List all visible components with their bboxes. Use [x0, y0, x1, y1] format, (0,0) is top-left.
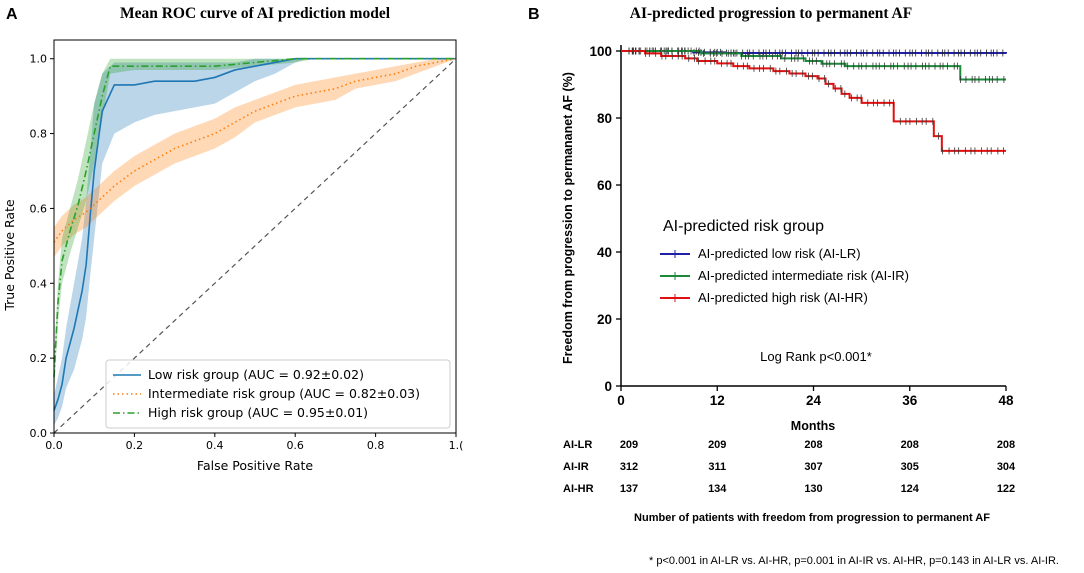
roc-legend-high: High risk group (AUC = 0.95±0.01)	[148, 405, 368, 420]
risk-cell: 307	[804, 461, 822, 473]
roc-frame	[53, 39, 457, 434]
roc-x-tick-label: 0.8	[367, 439, 385, 452]
risk-row-label: AI-IR	[563, 461, 589, 473]
risk-cell: 122	[997, 483, 1015, 495]
risk-cell: 209	[708, 439, 726, 451]
risk-table-caption: Number of patients with freedom from pro…	[634, 512, 990, 524]
km-x-tick-label: 24	[806, 393, 822, 408]
km-title: AI-predicted progression to permanent AF	[630, 5, 912, 22]
roc-y-axis-label: True Positive Rate	[2, 199, 17, 312]
roc-legend-box	[105, 359, 451, 429]
risk-cell: 124	[901, 483, 920, 495]
roc-legend-low: Low risk group (AUC = 0.92±0.02)	[148, 367, 364, 382]
roc-x-tick-label: 0.2	[126, 439, 144, 452]
panel-a-label: A	[6, 6, 18, 23]
km-y-tick-label: 60	[597, 178, 612, 193]
risk-table: AI-LR 209 209 208 208 208 AI-IR 312 311 307 305 304…	[563, 439, 1016, 495]
risk-row-label: AI-LR	[563, 439, 592, 451]
roc-x-tick-label: 0.6	[286, 439, 304, 452]
km-y-tick-label: 20	[597, 312, 612, 327]
risk-cell: 208	[804, 439, 822, 451]
risk-cell: 209	[620, 439, 638, 451]
roc-y-tick-label: 1.0	[30, 53, 48, 66]
roc-y-tick-label: 0.0	[30, 427, 48, 440]
roc-line-2	[53, 57, 456, 377]
km-x-axis-label: Months	[791, 419, 835, 433]
km-x-tick-label: 36	[902, 393, 918, 408]
km-y-tick-label: 80	[597, 111, 612, 126]
risk-cell: 208	[997, 439, 1015, 451]
risk-cell: 312	[620, 461, 638, 473]
risk-row-label: AI-HR	[563, 483, 594, 495]
roc-x-axis-label: False Positive Rate	[197, 458, 313, 473]
risk-cell: 137	[620, 483, 638, 495]
footnote: * p<0.001 in AI-LR vs. AI-HR, p=0.001 in…	[649, 555, 1059, 567]
km-y-tick-label: 40	[597, 245, 612, 260]
km-legend: AI-predicted risk group AI-predicted low…	[660, 218, 909, 305]
roc-y-tick-label: 0.6	[30, 202, 48, 215]
km-legend-title: AI-predicted risk group	[663, 218, 824, 235]
panel-b-label: B	[528, 6, 540, 23]
km-y-tick-label: 0	[604, 379, 612, 394]
km-x-tick-label: 48	[998, 393, 1014, 408]
risk-cell: 130	[804, 483, 822, 495]
km-y-tick-label: 100	[589, 44, 612, 59]
roc-band-1	[54, 58, 456, 258]
km-logrank-annotation: Log Rank p<0.001*	[760, 349, 872, 364]
roc-y-tick-label: 0.8	[30, 128, 48, 141]
roc-title: Mean ROC curve of AI prediction model	[120, 5, 391, 22]
roc-x-tick-label: 0.0	[45, 439, 63, 452]
roc-legend: Low risk group (AUC = 0.92±0.02) Interme…	[105, 359, 451, 429]
km-x-tick-label: 0	[617, 393, 625, 408]
risk-cell: 134	[708, 483, 727, 495]
roc-x-tick-label: 1.(	[449, 439, 464, 452]
roc-y-tick-label: 0.2	[30, 352, 48, 365]
km-x-tick-label: 12	[710, 393, 725, 408]
km-plot-area: 0 20 40 60 80 100 0 12 24 36 48	[589, 44, 1014, 408]
risk-cell: 305	[901, 461, 919, 473]
roc-x-tick-label: 0.4	[206, 439, 224, 452]
risk-cell: 208	[901, 439, 919, 451]
km-y-axis-label: Freedom from progression to permananet A…	[561, 72, 575, 364]
risk-cell: 304	[997, 461, 1016, 473]
roc-line-0	[53, 57, 456, 411]
roc-y-tick-label: 0.4	[30, 277, 48, 290]
km-legend-hr: AI-predicted high risk (AI-HR)	[698, 290, 868, 305]
km-legend-ir: AI-predicted intermediate risk (AI-IR)	[698, 268, 909, 283]
roc-plot-area: 0.0 0.2 0.4 0.6 0.8 1.( 0.0 0.2 0.4 0.6 0.8 1.0	[30, 39, 464, 452]
km-legend-lr: AI-predicted low risk (AI-LR)	[698, 246, 861, 261]
risk-cell: 311	[708, 461, 726, 473]
roc-legend-intermediate: Intermediate risk group (AUC = 0.82±0.03…	[148, 386, 420, 401]
km-curve-1	[621, 50, 1006, 81]
